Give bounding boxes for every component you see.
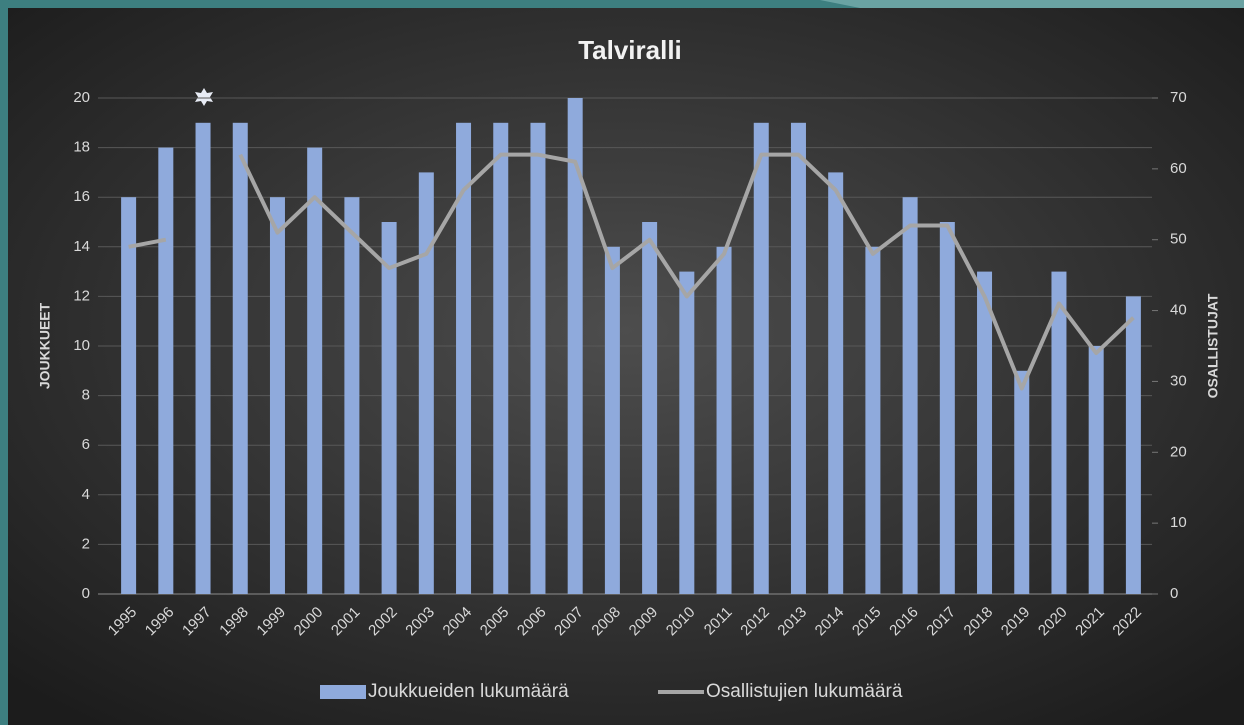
bar: [381, 222, 397, 594]
bar: [604, 246, 620, 595]
star-icon: [195, 88, 213, 106]
y2-axis-title: OSALLISTUJAT: [1205, 293, 1221, 398]
y-tick-label: 2: [82, 535, 90, 552]
y-tick-label: 6: [82, 436, 90, 453]
bar: [1088, 346, 1104, 594]
y2-tick-label: 30: [1170, 372, 1187, 389]
y2-tick-label: 10: [1170, 514, 1187, 531]
bar: [790, 122, 806, 595]
bar: [679, 271, 695, 594]
y2-tick-label: 60: [1170, 160, 1187, 177]
bar: [567, 98, 583, 594]
chart-panel: [8, 8, 1244, 725]
bar: [269, 197, 285, 594]
line: [128, 152, 1135, 391]
bar: [753, 122, 769, 595]
bar: [977, 271, 993, 594]
y-axis-title: JOUKKUEET: [37, 302, 53, 389]
bar: [1051, 271, 1067, 594]
y-tick-label: 4: [82, 486, 90, 503]
bar: [828, 172, 844, 594]
y2-tick-label: 20: [1170, 443, 1187, 460]
y2-tick-label: 70: [1170, 89, 1187, 106]
y2-tick-label: 40: [1170, 302, 1187, 319]
y-tick-label: 14: [73, 238, 90, 255]
y-tick-label: 12: [73, 287, 90, 304]
y-tick-label: 8: [82, 387, 90, 404]
bar: [642, 222, 658, 594]
bar: [939, 222, 955, 594]
y-tick-label: 0: [82, 585, 90, 602]
y-tick-label: 10: [73, 337, 90, 354]
bar: [530, 122, 546, 595]
bar: [1014, 370, 1030, 594]
bar: [344, 197, 360, 594]
legend-label: Joukkueiden lukumäärä: [368, 681, 569, 702]
bar: [716, 246, 732, 595]
bar: [1125, 296, 1141, 594]
y2-tick-label: 50: [1170, 231, 1187, 248]
bar: [121, 197, 137, 594]
bar: [456, 122, 472, 595]
bar: [493, 122, 509, 595]
legend-label: Osallistujien lukumäärä: [706, 681, 903, 702]
bar: [902, 197, 918, 594]
chart-title: Talviralli: [578, 35, 682, 65]
decoration: [820, 0, 1244, 8]
bar: [307, 147, 323, 594]
bar: [232, 122, 248, 595]
y-tick-label: 20: [73, 89, 90, 106]
bar: [865, 246, 881, 595]
bar: [418, 172, 434, 594]
bar: [195, 122, 211, 595]
y-tick-label: 18: [73, 139, 90, 156]
bar: [158, 147, 174, 594]
legend-swatch: [320, 685, 366, 699]
y-tick-label: 16: [73, 188, 90, 205]
y2-tick-label: 0: [1170, 585, 1178, 602]
